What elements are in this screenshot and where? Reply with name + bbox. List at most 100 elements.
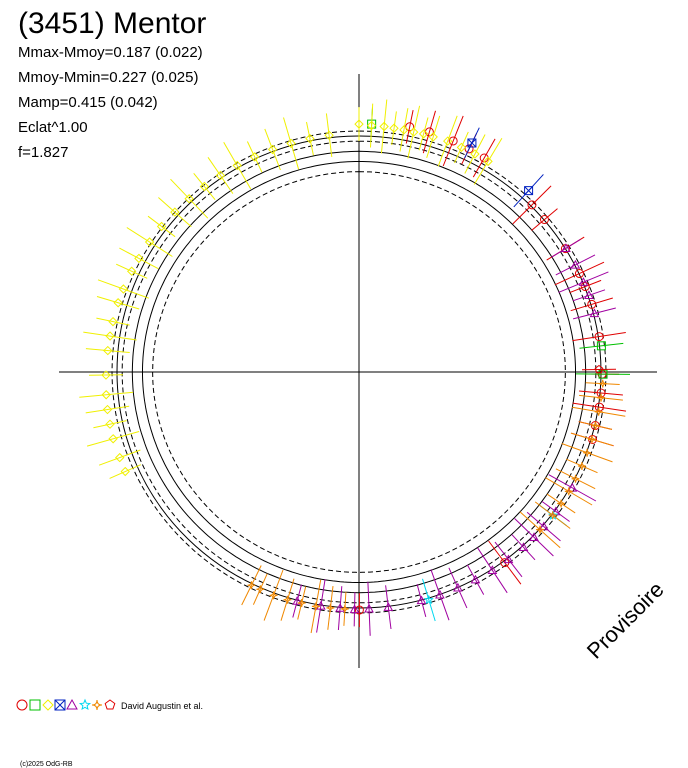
errorbar-circle [442,115,464,167]
errorbar-square [575,373,631,375]
errorbar-diamond [158,197,192,228]
errorbar-diamond [97,279,149,299]
errorbar-circle [422,110,436,154]
errorbar-triangle [514,518,554,557]
annotations: (3451) Mentor Mmax-Mmoy=0.187 (0.022) Mm… [18,7,669,768]
errorbar-triangle [353,592,356,627]
errorbar-triangle [511,534,536,561]
errorbar-4star [263,569,284,621]
errorbar-diamond [96,296,140,310]
errorbar-circle [572,402,627,412]
point-diamond [409,127,419,137]
errorbar-triangle [526,511,561,542]
point-triangle [570,259,581,269]
point-diamond [232,160,242,171]
errorbar-diamond [454,131,469,164]
point-4star [571,474,580,483]
stat-eclat: Eclat^1.00 [18,119,88,136]
errorbar-triangle [477,547,508,594]
errorbar-diamond [85,348,130,353]
point-triangle [435,589,445,599]
errorbar-diamond [79,391,134,398]
errorbar-triangle [448,567,468,609]
point-diamond [456,142,467,153]
errorbar-triangle [466,564,485,595]
errorbar-circle [572,332,626,342]
point-diamond [144,237,155,247]
errorbar-4star [572,406,626,417]
errorbar-triangle [316,579,326,633]
point-4star [326,603,335,612]
errorbar-circle [569,279,602,294]
errorbar-circle [512,185,552,225]
point-4star [536,525,545,534]
errorbar-diamond [325,113,333,158]
point-triangle [292,596,303,605]
point-triangle [503,554,514,564]
point-circle [448,136,458,146]
errorbar-diamond [126,227,173,257]
errorbar-4star [297,586,307,620]
point-4star [283,595,292,604]
point-triangle [453,582,463,592]
point-diamond [184,194,194,204]
model-curves [111,130,607,614]
errorbar-triangle [292,584,302,618]
errorbar-diamond [246,141,263,173]
credit: David Augustin et al. [121,701,203,711]
errorbar-triangle [548,474,597,502]
point-circle [596,388,606,398]
point-pentagon [594,364,604,374]
point-diamond [267,144,278,155]
legend-circle [16,699,28,711]
point-circle [354,605,364,615]
legend-triangle [66,698,78,710]
point-cross [524,186,534,196]
errorbar-diamond [426,115,441,159]
point-circle [594,332,604,342]
point-square [596,341,606,351]
model-curve-2 [131,150,587,594]
point-diamond [134,253,144,264]
point-diamond [443,136,453,146]
errorbar-diamond [418,117,429,151]
point-diamond [170,207,180,217]
point-diamond [418,129,429,139]
errorbar-4star [241,565,262,606]
errorbar-diamond [437,115,458,167]
series-pentagon [581,364,617,374]
point-triangle [518,542,529,551]
point-triangle [589,308,600,318]
point-diamond [215,170,226,181]
errorbar-4star [534,501,571,529]
point-diamond [101,390,111,400]
data-points [79,99,631,636]
errorbar-triangle [367,581,371,636]
errorbar-4star [579,394,623,401]
errorbar-circle [472,138,496,178]
point-diamond [156,221,167,232]
errorbar-diamond [88,374,124,376]
errorbar-diamond [283,117,300,170]
legend-pentagon [104,699,116,710]
point-diamond [108,434,118,444]
errorbar-circle [554,261,605,286]
errorbar-4star [327,586,334,630]
errorbar-triangle [555,254,596,276]
point-diamond [199,181,210,192]
stat-mmoy-mmin: Mmoy-Mmin=0.227 (0.025) [18,69,198,86]
errorbar-4star [566,458,598,474]
point-4star [587,435,597,444]
point-diamond [113,298,123,308]
point-diamond [115,452,125,463]
point-diamond [324,130,334,140]
point-diamond [428,132,438,142]
errorbar-4star [546,493,576,514]
errorbar-circle [531,208,558,231]
model-curve-1 [142,161,576,583]
point-star [423,594,434,605]
point-diamond [286,138,296,149]
series-triangle [292,238,616,636]
errorbar-diamond [370,103,374,148]
stat-mmax-mmoy: Mmax-Mmoy=0.187 (0.022) [18,44,203,61]
